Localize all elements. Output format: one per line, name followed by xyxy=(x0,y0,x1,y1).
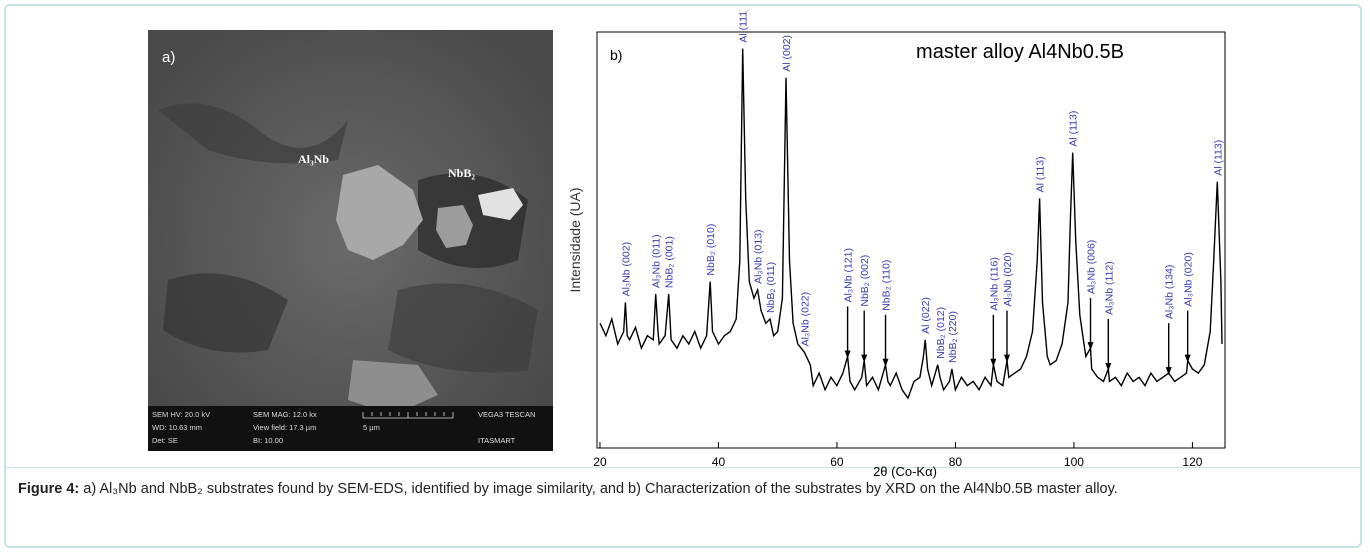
peak-arrow-head xyxy=(1165,367,1172,376)
peak-label: Al₃Nb (020) xyxy=(1002,252,1014,306)
peak-arrow-head xyxy=(1184,354,1191,363)
caption-text: a) Al₃Nb and NbB₂ substrates found by SE… xyxy=(83,481,1118,497)
peak-label: Al₃Nb (020) xyxy=(1183,252,1195,306)
phase-label: NbB₂ xyxy=(448,166,475,180)
peak-label: Al₃Nb (121) xyxy=(843,248,855,302)
peak-label: Al₃Nb (013) xyxy=(753,229,765,283)
x-tick-label: 120 xyxy=(1182,455,1202,469)
peak-label: Al₃Nb (011) xyxy=(651,234,663,288)
plot-frame xyxy=(596,31,1226,449)
info-text: ITASMART xyxy=(478,436,516,445)
peak-label: Al₃Nb (002) xyxy=(620,242,632,296)
peak-label: NbB₂ (001) xyxy=(664,236,676,288)
peak-label: Al (113) xyxy=(1068,111,1080,147)
peak-arrow-head xyxy=(844,350,851,359)
info-text: VEGA3 TESCAN xyxy=(478,410,535,419)
x-tick-label: 80 xyxy=(949,455,963,469)
caption-label: Figure 4: xyxy=(18,481,80,497)
caption: Figure 4: a) Al₃Nb and NbB₂ substrates f… xyxy=(18,478,1353,500)
x-tick-label: 40 xyxy=(712,455,726,469)
info-text: WD: 10.63 mm xyxy=(152,423,202,432)
x-axis-label: 2θ (Co-Kα) xyxy=(873,464,937,479)
peak-arrow-head xyxy=(1003,354,1010,363)
peak-label: NbB₂ (010) xyxy=(705,224,717,276)
separator xyxy=(6,467,1362,468)
info-text: Det: SE xyxy=(152,436,178,445)
info-text: 5 µm xyxy=(363,423,380,432)
peak-label: Al (111) xyxy=(738,10,750,43)
particle xyxy=(348,360,438,415)
particle xyxy=(336,165,423,260)
info-text: SEM HV: 20.0 kV xyxy=(152,410,210,419)
peak-arrow-head xyxy=(882,358,889,367)
peak-label: Al₃Nb (134) xyxy=(1164,265,1176,319)
peak-label: Al₃Nb (116) xyxy=(988,257,1000,311)
particle xyxy=(478,188,523,220)
texture xyxy=(388,283,538,373)
x-tick-label: 60 xyxy=(830,455,844,469)
info-text: SEM MAG: 12.0 kx xyxy=(253,410,317,419)
x-tick-label: 100 xyxy=(1064,455,1084,469)
peak-arrow-head xyxy=(990,358,997,367)
figure-frame xyxy=(4,4,1362,548)
peak-arrow-head xyxy=(1087,342,1094,351)
peak-label: Al (113) xyxy=(1035,156,1047,192)
panel-label: b) xyxy=(610,47,622,63)
y-axis-label: Intensidade (UA) xyxy=(567,187,583,292)
peak-label: Al (002) xyxy=(781,35,793,72)
phase-label: Al₃Nb xyxy=(298,152,329,166)
chart: b) master alloy Al4Nb0.5B 2θ (Co-Kα) Int… xyxy=(567,10,1226,479)
peak-arrow-head xyxy=(1105,362,1112,371)
peak-label: NbB₂ (002) xyxy=(859,255,871,307)
chart-title: master alloy Al4Nb0.5B xyxy=(916,41,1124,63)
particle xyxy=(436,205,473,248)
xrd-pattern xyxy=(599,48,1223,400)
info-bar xyxy=(148,406,553,451)
peak-label: Al₃Nb (112) xyxy=(1103,261,1115,315)
peak-label: Al (113) xyxy=(1212,140,1224,176)
peak-label: Al₃Nb (006) xyxy=(1086,240,1098,294)
peak-label: NbB₂ (220) xyxy=(947,311,959,363)
info-text: BI: 10.00 xyxy=(253,436,283,445)
x-tick-label: 20 xyxy=(593,455,607,469)
peak-label: NbB₂ (011) xyxy=(765,262,777,313)
texture xyxy=(163,273,288,353)
peak-label: NbB₂ (012) xyxy=(935,307,947,359)
sem-image: a) Al₃Nb NbB₂ SEM HV: 20.0 kV SEM MAG: 12… xyxy=(148,30,553,451)
info-text: View field: 17.3 µm xyxy=(253,423,316,432)
peak-label: NbB₂ (110) xyxy=(881,260,893,311)
peak-arrow-head xyxy=(861,354,868,363)
info-bar-text: SEM HV: 20.0 kV SEM MAG: 12.0 kx VEGA3 TES… xyxy=(152,410,535,445)
peak-label: Al (022) xyxy=(920,297,932,334)
peak-label: Al₃Nb (022) xyxy=(799,292,811,346)
panel-label: a) xyxy=(162,49,175,66)
texture xyxy=(158,103,348,164)
